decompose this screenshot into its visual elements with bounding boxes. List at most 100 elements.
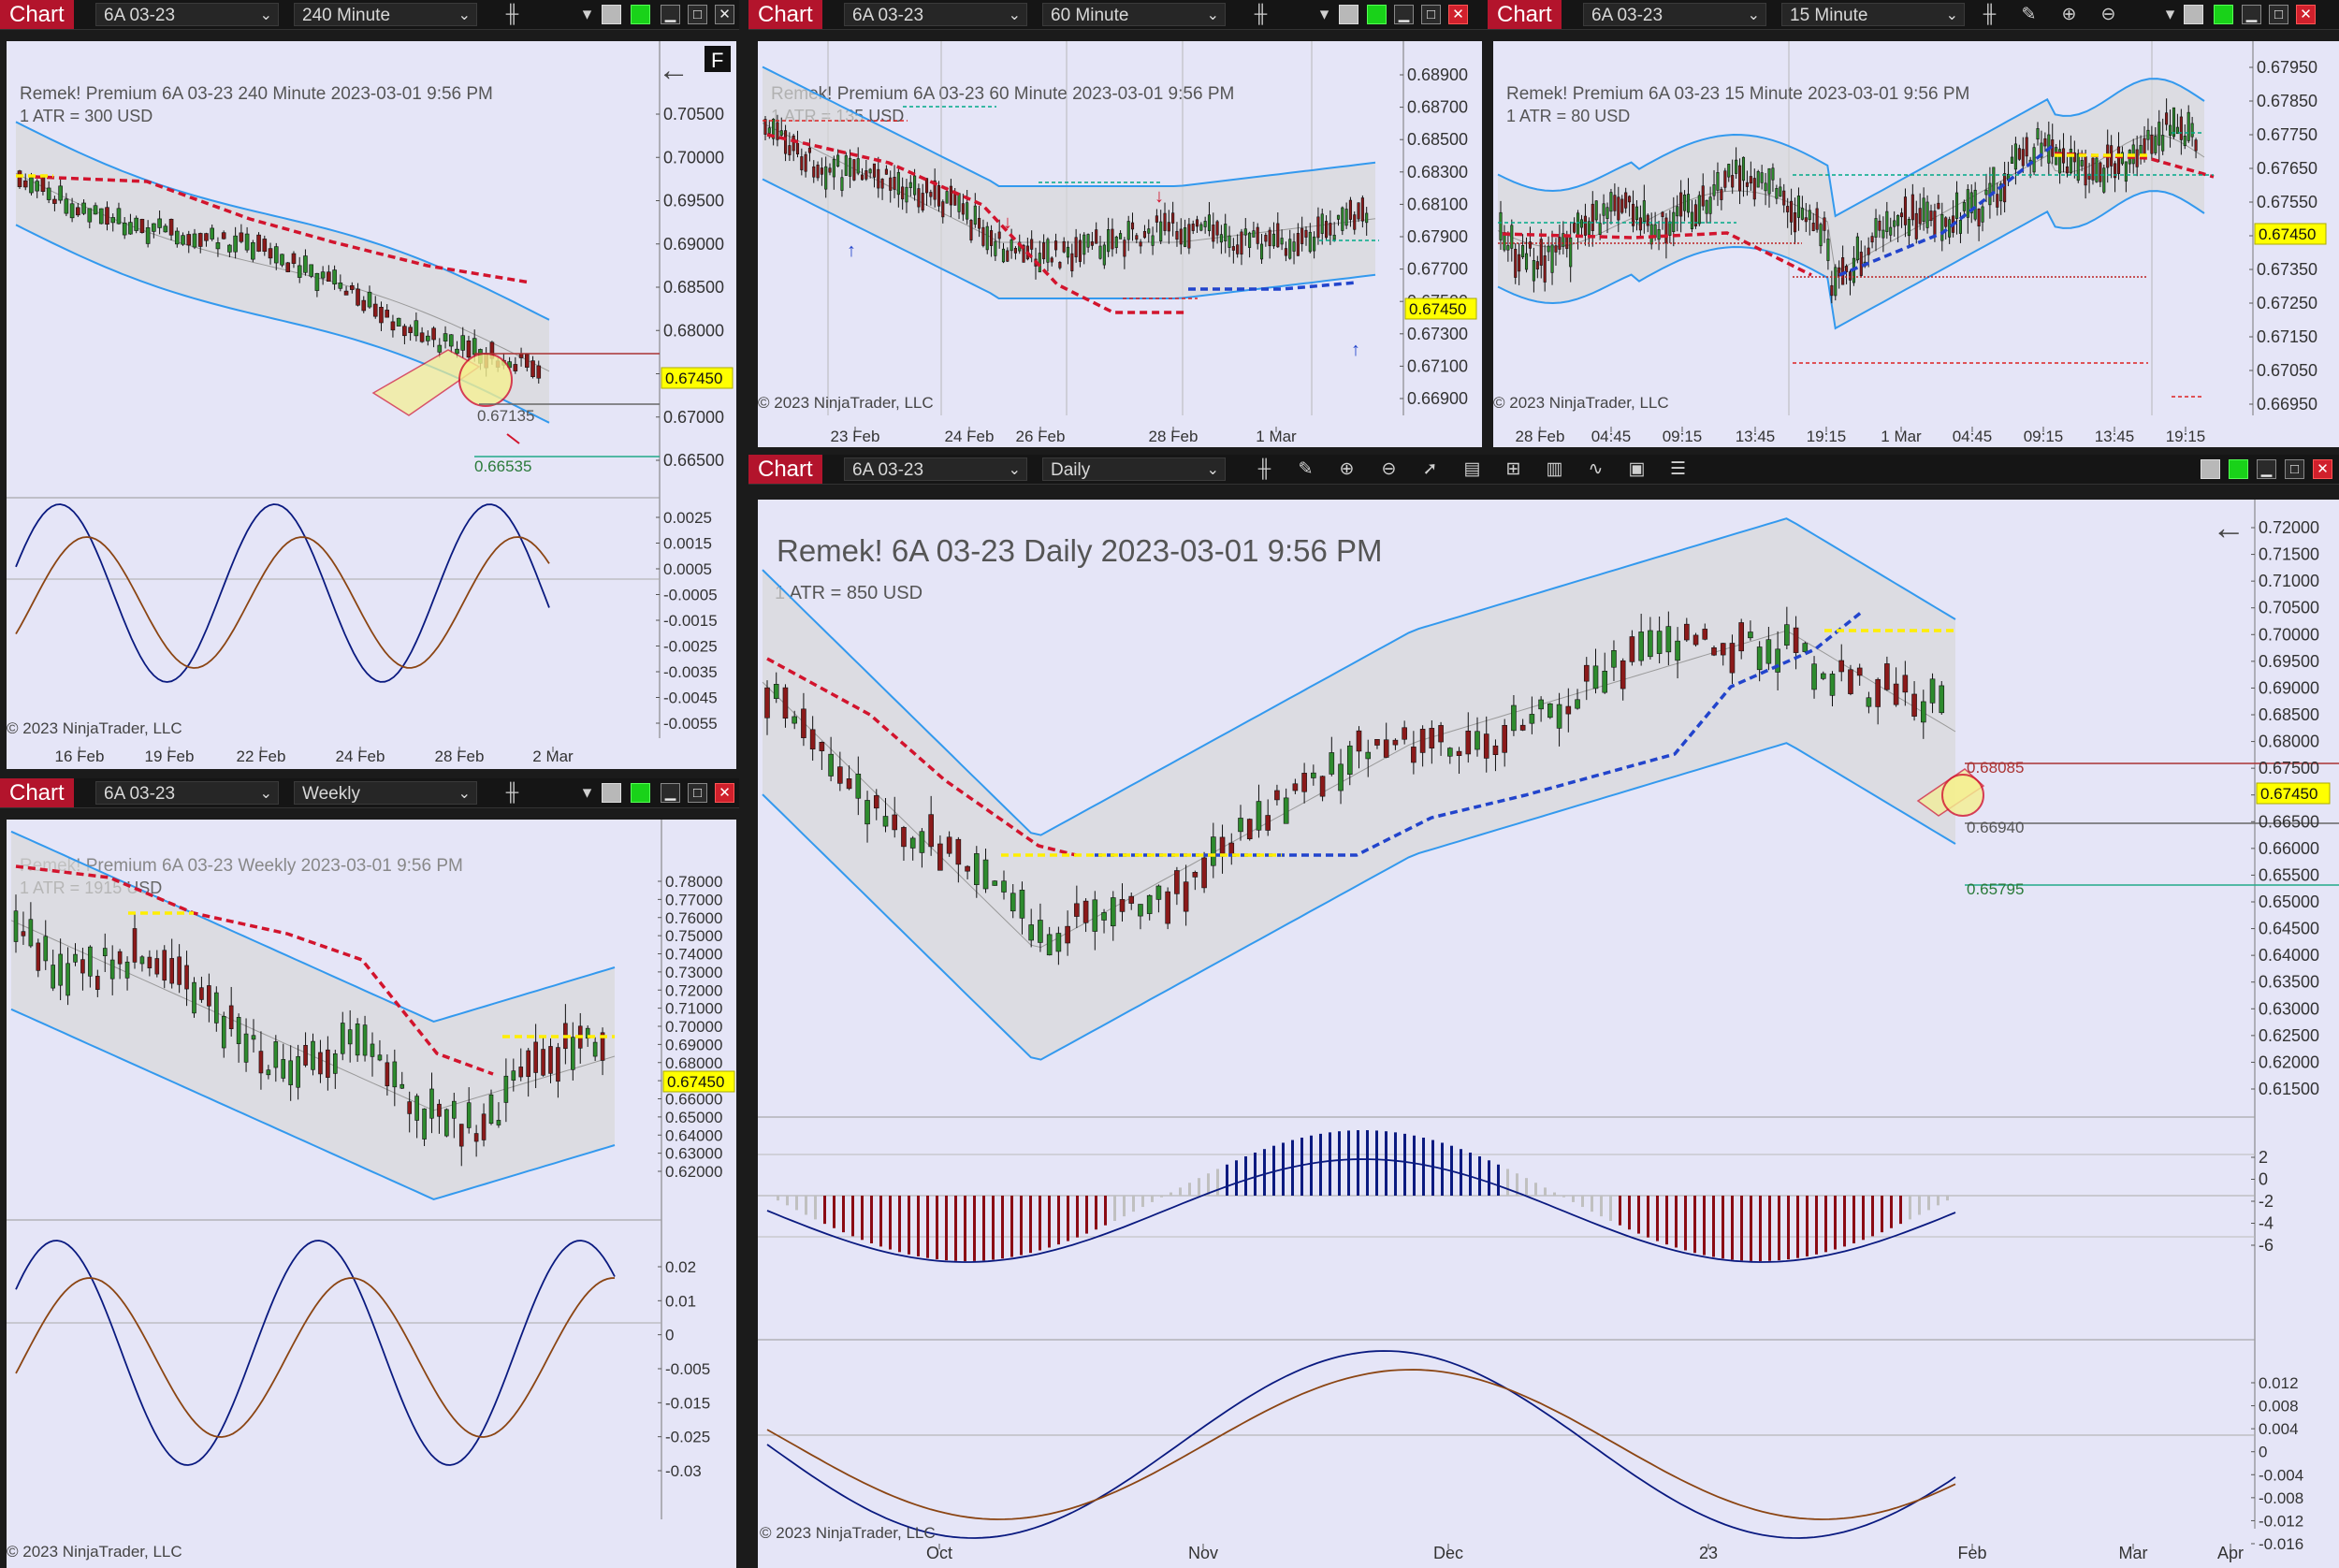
window-link-button[interactable] — [2229, 459, 2248, 479]
instrument-selector[interactable]: 6A 03-23 ⌄ — [844, 457, 1027, 481]
maximize-button[interactable]: □ — [2269, 5, 2288, 24]
minimize-button[interactable]: ▁ — [1394, 5, 1414, 24]
interval-selector[interactable]: 240 Minute ⌄ — [294, 3, 477, 26]
minimize-button[interactable]: ▁ — [661, 783, 680, 803]
close-button[interactable]: ✕ — [2313, 459, 2332, 479]
instrument-selector[interactable]: 6A 03-23 ⌄ — [95, 781, 279, 805]
instrument-selector[interactable]: 6A 03-23 ⌄ — [1583, 3, 1766, 26]
histogram-bar — [1628, 1196, 1631, 1230]
histogram-bar — [1656, 1196, 1659, 1241]
chart-panel[interactable]: Remek! Premium 6A 03-23 240 Minute 2023-… — [7, 41, 736, 769]
minimize-button[interactable]: ▁ — [2257, 459, 2276, 479]
maximize-button[interactable]: □ — [688, 5, 707, 24]
candle-body — [1192, 872, 1199, 878]
dropdown-icon[interactable]: ▾ — [1319, 5, 1329, 24]
chart-panel[interactable]: Remek! Premium 6A 03-23 15 Minute 2023-0… — [1493, 41, 2339, 447]
back-arrow-icon[interactable]: ← — [2212, 508, 2245, 546]
chart-weekly-svg[interactable]: Remek! Premium 6A 03-23 Weekly 2023-03-0… — [7, 820, 736, 1568]
f-box-icon[interactable] — [705, 46, 731, 72]
chart-panel[interactable]: Remek! Premium 6A 03-23 Weekly 2023-03-0… — [7, 820, 736, 1568]
chart-15min-svg[interactable]: Remek! Premium 6A 03-23 15 Minute 2023-0… — [1493, 41, 2339, 447]
histogram-bar — [1750, 1196, 1752, 1261]
indicators-icon[interactable]: ▥ — [1546, 459, 1563, 479]
strategies-icon[interactable]: ∿ — [1588, 459, 1604, 479]
chart-tab[interactable]: Chart — [0, 0, 74, 29]
bar-type-icon[interactable]: ╫ — [1257, 459, 1271, 479]
candle-body — [1672, 211, 1676, 232]
histogram-bar — [1029, 1196, 1032, 1254]
pointer-icon[interactable]: ➚ — [1422, 459, 1438, 479]
time-tick-label: 28 Feb — [1149, 428, 1199, 445]
candle-body — [1201, 857, 1207, 889]
candle-body — [1539, 239, 1543, 266]
bar-type-icon[interactable]: ╫ — [1254, 5, 1268, 24]
templates-icon[interactable]: ▣ — [1628, 459, 1646, 479]
draw-tool-icon[interactable]: ✎ — [2021, 5, 2037, 24]
window-gray-button[interactable] — [1339, 5, 1358, 24]
histogram-bar — [1357, 1130, 1359, 1196]
chart-tab[interactable]: Chart — [748, 455, 822, 484]
window-gray-button[interactable] — [2184, 5, 2203, 24]
draw-tool-icon[interactable]: ✎ — [1298, 459, 1314, 479]
window-link-button[interactable] — [631, 5, 650, 24]
price-tick-label: 0.68300 — [1407, 163, 1468, 181]
chart-daily-svg[interactable]: Remek! 6A 03-23 Daily 2023-03-01 9:56 PM… — [758, 500, 2339, 1568]
interval-selector[interactable]: 60 Minute ⌄ — [1042, 3, 1226, 26]
chart-tab[interactable]: Chart — [0, 778, 74, 807]
window-gray-button[interactable] — [602, 783, 621, 803]
candle-body — [496, 1120, 501, 1125]
zoom-out-icon[interactable]: ⊖ — [1381, 459, 1397, 479]
chart-60min-svg[interactable]: Remek! Premium 6A 03-23 60 Minute 2023-0… — [758, 41, 1482, 447]
chart-panel[interactable]: Remek! Premium 6A 03-23 60 Minute 2023-0… — [758, 41, 1482, 447]
candle-body — [782, 687, 789, 719]
maximize-button[interactable]: □ — [1421, 5, 1441, 24]
close-button[interactable]: ✕ — [1448, 5, 1468, 24]
close-button[interactable]: ✕ — [715, 5, 734, 24]
chart-tab[interactable]: Chart — [1488, 0, 1562, 29]
maximize-button[interactable]: □ — [688, 783, 707, 803]
back-arrow-icon[interactable]: ← — [658, 52, 690, 88]
chart-trader-icon[interactable]: ⊞ — [1505, 459, 1521, 479]
candle-body — [1977, 208, 1981, 227]
price-tick-label: 0.68100 — [1407, 195, 1468, 213]
candle-body — [921, 193, 924, 211]
instrument-selector[interactable]: 6A 03-23 ⌄ — [844, 3, 1027, 26]
candle-body — [901, 827, 907, 848]
copyright-label: © 2023 NinjaTrader, LLC — [7, 719, 182, 737]
close-button[interactable]: ✕ — [715, 783, 734, 803]
properties-icon[interactable]: ☰ — [1669, 459, 1687, 479]
bar-type-icon[interactable]: ╫ — [505, 783, 519, 803]
window-link-button[interactable] — [1367, 5, 1387, 24]
candle-body — [422, 1108, 427, 1140]
instrument-selector[interactable]: 6A 03-23 ⌄ — [95, 3, 279, 26]
window-link-button[interactable] — [2214, 5, 2233, 24]
bar-type-icon[interactable]: ╫ — [1983, 5, 1997, 24]
bar-type-icon[interactable]: ╫ — [505, 5, 519, 24]
histogram-bar — [1067, 1196, 1069, 1241]
dropdown-icon[interactable]: ▾ — [2165, 5, 2175, 24]
data-box-icon[interactable]: ▤ — [1463, 459, 1481, 479]
interval-selector[interactable]: Weekly ⌄ — [294, 781, 477, 805]
interval-selector[interactable]: 15 Minute ⌄ — [1781, 3, 1965, 26]
candle-body — [1705, 199, 1708, 214]
minimize-button[interactable]: ▁ — [661, 5, 680, 24]
zoom-in-icon[interactable]: ⊕ — [2061, 5, 2077, 24]
interval-selector[interactable]: Daily ⌄ — [1042, 457, 1226, 481]
histogram-bar — [1862, 1196, 1865, 1241]
minimize-button[interactable]: ▁ — [2242, 5, 2261, 24]
window-gray-button[interactable] — [2201, 459, 2220, 479]
dropdown-icon[interactable]: ▾ — [582, 5, 592, 24]
chart-panel[interactable]: Remek! 6A 03-23 Daily 2023-03-01 9:56 PM… — [758, 500, 2339, 1568]
close-button[interactable]: ✕ — [2296, 5, 2316, 24]
window-link-button[interactable] — [631, 783, 650, 803]
candle-body — [1820, 673, 1826, 679]
dropdown-icon[interactable]: ▾ — [582, 783, 592, 803]
zoom-in-icon[interactable]: ⊕ — [1339, 459, 1355, 479]
window-gray-button[interactable] — [602, 5, 621, 24]
zoom-out-icon[interactable]: ⊖ — [2100, 5, 2116, 24]
chart-tab[interactable]: Chart — [748, 0, 822, 29]
candle-body — [1499, 211, 1503, 240]
histogram-bar — [926, 1196, 929, 1258]
chart-240min-svg[interactable]: Remek! Premium 6A 03-23 240 Minute 2023-… — [7, 41, 736, 769]
maximize-button[interactable]: □ — [2285, 459, 2304, 479]
